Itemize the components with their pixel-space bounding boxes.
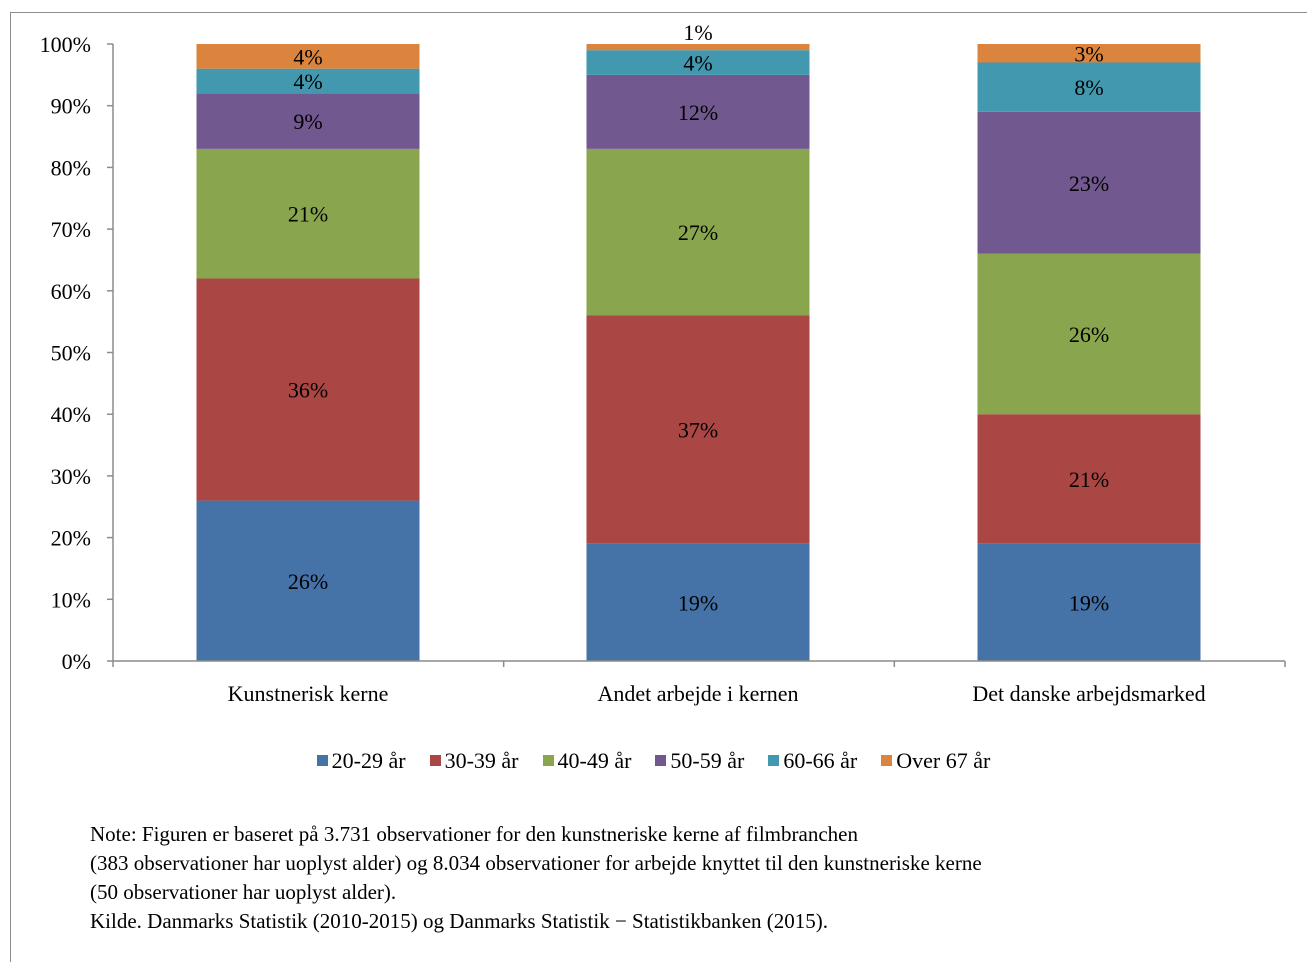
bar-segment <box>977 62 1201 112</box>
data-label: 3% <box>1074 41 1103 66</box>
data-label: 21% <box>1069 467 1109 492</box>
data-label: 19% <box>678 590 718 615</box>
legend-swatch <box>542 755 554 766</box>
x-tick-label: Andet arbejde i kernen <box>598 681 799 706</box>
bar-segment <box>977 111 1201 254</box>
note-line: Note: Figuren er baseret på 3.731 observ… <box>90 822 858 846</box>
legend-label: Over 67 år <box>896 748 991 773</box>
data-label: 27% <box>678 220 718 245</box>
y-tick-label: 60% <box>51 279 91 304</box>
y-tick-label: 80% <box>51 155 91 180</box>
legend-swatch <box>316 755 328 766</box>
bar-segment <box>977 414 1201 544</box>
bar-segment <box>977 253 1201 415</box>
data-label: 36% <box>288 378 328 403</box>
note-line: (383 observationer har uoplyst alder) og… <box>90 851 982 875</box>
y-tick-label: 10% <box>51 587 91 612</box>
source-line: Kilde. Danmarks Statistik (2010-2015) og… <box>90 909 829 933</box>
legend-swatch <box>655 755 667 766</box>
data-label: 26% <box>1069 322 1109 347</box>
bar-segment <box>196 44 420 69</box>
legend-label: 50-59 år <box>670 748 745 773</box>
bar-segment <box>586 315 810 544</box>
bar-segment <box>196 278 420 501</box>
legend-label: 30-39 år <box>444 748 519 773</box>
legend-label: 60-66 år <box>783 748 858 773</box>
bar-segment <box>196 148 420 279</box>
bar-segment <box>586 543 810 661</box>
stacked-bar-chart: 26%36%21%9%4%4%Kunstnerisk kerne19%37%27… <box>40 20 1286 706</box>
data-label: 26% <box>288 569 328 594</box>
data-label: 1% <box>683 20 712 45</box>
data-label: 12% <box>678 100 718 125</box>
legend-item: Over 67 år <box>881 748 990 774</box>
data-label: 37% <box>678 418 718 443</box>
legend-item: 30-39 år <box>429 748 519 774</box>
legend-label: 20-29 år <box>331 748 406 773</box>
x-tick-label: Det danske arbejdsmarked <box>972 681 1205 706</box>
data-label: 19% <box>1069 590 1109 615</box>
legend-label: 40-49 år <box>557 748 632 773</box>
x-tick-label: Kunstnerisk kerne <box>228 681 389 706</box>
chart-note: Note: Figuren er baseret på 3.731 observ… <box>90 820 982 936</box>
legend-swatch <box>768 755 780 766</box>
bar-segment <box>977 543 1201 661</box>
data-label: 9% <box>293 109 322 134</box>
axes-group <box>107 43 1286 667</box>
bars-group <box>196 44 1201 661</box>
legend-item: 50-59 år <box>655 748 744 774</box>
data-label: 4% <box>293 69 322 94</box>
bar-segment <box>196 500 420 661</box>
y-tick-label: 50% <box>51 341 91 366</box>
legend-item: 20-29 år <box>316 748 406 774</box>
bar-segment <box>586 50 810 75</box>
y-tick-label: 0% <box>62 649 91 674</box>
y-tick-label: 30% <box>51 464 91 489</box>
bar-segment <box>586 74 810 149</box>
bar-segment <box>586 148 810 316</box>
bar-segment <box>196 68 420 94</box>
data-label: 4% <box>293 44 322 69</box>
y-tick-label: 100% <box>40 32 91 57</box>
legend-item: 60-66 år <box>768 748 857 774</box>
data-label: 4% <box>683 51 712 76</box>
legend-item: 40-49 år <box>542 748 632 774</box>
chart-frame <box>10 12 1307 962</box>
legend: 20-29 år 30-39 år 40-49 år 50-59 år 60-66 år… <box>0 748 1307 774</box>
y-tick-label: 90% <box>51 94 91 119</box>
y-tick-label: 40% <box>51 402 91 427</box>
legend-swatch <box>429 755 441 766</box>
bar-segment <box>977 44 1201 63</box>
data-label: 21% <box>288 202 328 227</box>
labels-group: 26%36%21%9%4%4%Kunstnerisk kerne19%37%27… <box>40 20 1206 706</box>
y-tick-label: 70% <box>51 217 91 242</box>
data-label: 23% <box>1069 171 1109 196</box>
bar-segment <box>196 93 420 149</box>
data-label: 8% <box>1074 75 1103 100</box>
bar-segment <box>586 44 810 51</box>
legend-swatch <box>881 755 893 766</box>
note-line: (50 observationer har uoplyst alder). <box>90 880 397 904</box>
y-tick-label: 20% <box>51 526 91 551</box>
